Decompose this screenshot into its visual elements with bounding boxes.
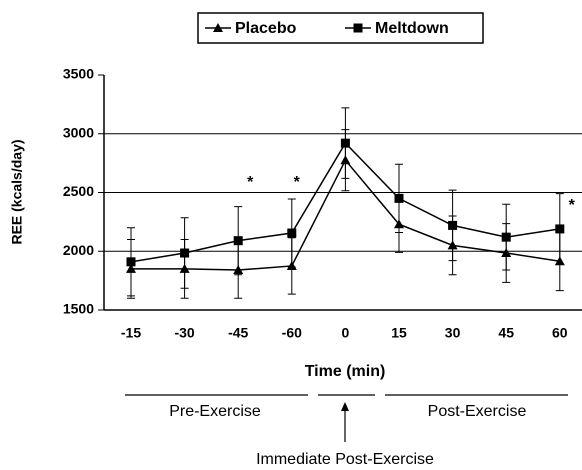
phase-label: Pre-Exercise — [169, 403, 261, 420]
marker — [448, 220, 458, 230]
marker — [287, 228, 297, 238]
marker — [555, 224, 565, 234]
x-tick-label: 60 — [552, 325, 568, 341]
y-axis-title: REE (kcals/day) — [9, 139, 25, 244]
marker — [340, 138, 350, 148]
marker — [233, 236, 243, 246]
legend-label: Meltdown — [375, 20, 449, 37]
x-tick-label: -15 — [121, 325, 141, 341]
legend-marker — [213, 23, 223, 32]
x-tick-label: 30 — [445, 325, 461, 341]
y-tick-label: 2500 — [63, 183, 94, 199]
annotation: * — [247, 174, 254, 191]
y-tick-label: 3500 — [63, 66, 94, 82]
x-tick-label: 15 — [391, 325, 407, 341]
x-tick-label: -30 — [174, 325, 194, 341]
y-tick-label: 1500 — [63, 301, 94, 317]
legend-label: Placebo — [235, 20, 297, 37]
annotation: * — [294, 174, 301, 191]
legend-marker — [353, 23, 363, 33]
phase-label: Immediate Post-Exercise — [256, 451, 434, 468]
y-tick-label: 2000 — [63, 242, 94, 258]
legend-box — [197, 12, 484, 44]
phase-label: Post-Exercise — [428, 403, 527, 420]
x-axis-title: Time (min) — [305, 363, 386, 380]
annotation: * — [569, 197, 576, 214]
marker — [501, 232, 511, 242]
marker — [180, 248, 190, 258]
x-tick-label: -45 — [228, 325, 248, 341]
x-tick-label: 0 — [342, 325, 350, 341]
x-tick-label: -60 — [282, 325, 302, 341]
marker — [394, 193, 404, 203]
arrow-head — [341, 402, 349, 411]
marker — [126, 257, 136, 267]
x-tick-label: 45 — [498, 325, 514, 341]
y-tick-label: 3000 — [63, 124, 94, 140]
